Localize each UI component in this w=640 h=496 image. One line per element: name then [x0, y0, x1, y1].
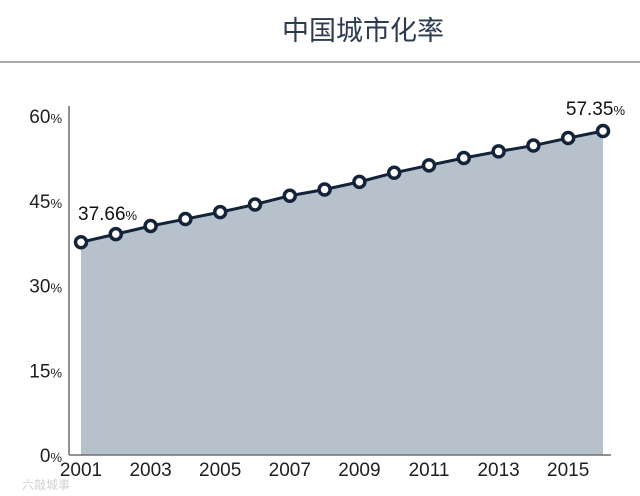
data-point — [595, 123, 611, 139]
data-label: 37.66% — [78, 204, 138, 225]
data-point — [456, 150, 472, 166]
data-point — [108, 226, 124, 242]
chart-title: 中国城市化率 — [282, 16, 444, 47]
data-point — [73, 234, 89, 250]
watermark-text: 六敲城事 — [22, 477, 70, 492]
data-point — [282, 188, 298, 203]
y-tick-number: 45 — [29, 192, 50, 213]
x-tick-label: 2013 — [477, 460, 519, 481]
x-tick-label: 2005 — [199, 460, 241, 481]
x-tick-label: 2009 — [338, 460, 380, 481]
data-point — [491, 144, 506, 159]
y-tick-label: 15% — [29, 361, 62, 382]
y-tick-label: 0% — [40, 446, 63, 467]
y-tick-number: 30 — [29, 277, 50, 298]
data-point — [560, 130, 576, 146]
series-area — [81, 130, 603, 455]
data-point — [212, 204, 228, 220]
data-label-percent: % — [613, 103, 625, 118]
x-tick-label: 2011 — [409, 460, 450, 481]
y-tick-number: 0 — [40, 446, 51, 467]
x-tick-label: 2003 — [129, 460, 171, 481]
y-tick-percent: % — [50, 281, 62, 296]
y-tick-percent: % — [50, 196, 62, 211]
data-point — [386, 165, 402, 181]
data-point — [526, 138, 541, 153]
data-point — [247, 197, 263, 212]
y-tick-percent: % — [50, 365, 62, 380]
y-tick-label: 45% — [29, 192, 62, 213]
data-point — [421, 158, 437, 173]
plot-area: 0%15%30%45%60%2001 2003 2005 2007 2009 2011 20… — [29, 99, 625, 481]
y-tick-number: 15 — [29, 361, 50, 382]
data-label: 57.35% — [566, 99, 626, 120]
data-label-number: 57.35 — [566, 99, 614, 120]
series-line — [80, 129, 604, 244]
data-point — [178, 211, 193, 227]
data-label-percent: % — [126, 208, 138, 223]
data-point — [352, 174, 367, 190]
x-tick-label: 2015 — [547, 460, 589, 481]
data-point — [143, 218, 158, 234]
data-label-number: 37.66 — [78, 204, 126, 225]
y-tick-label: 60% — [29, 107, 62, 128]
y-tick-percent: % — [50, 111, 62, 126]
y-tick-label: 30% — [29, 277, 62, 298]
x-tick-label: 2001 — [60, 460, 102, 481]
y-tick-number: 60 — [29, 107, 50, 128]
y-tick-percent: % — [50, 450, 62, 465]
data-point — [317, 182, 332, 197]
x-tick-label: 2007 — [269, 460, 311, 481]
